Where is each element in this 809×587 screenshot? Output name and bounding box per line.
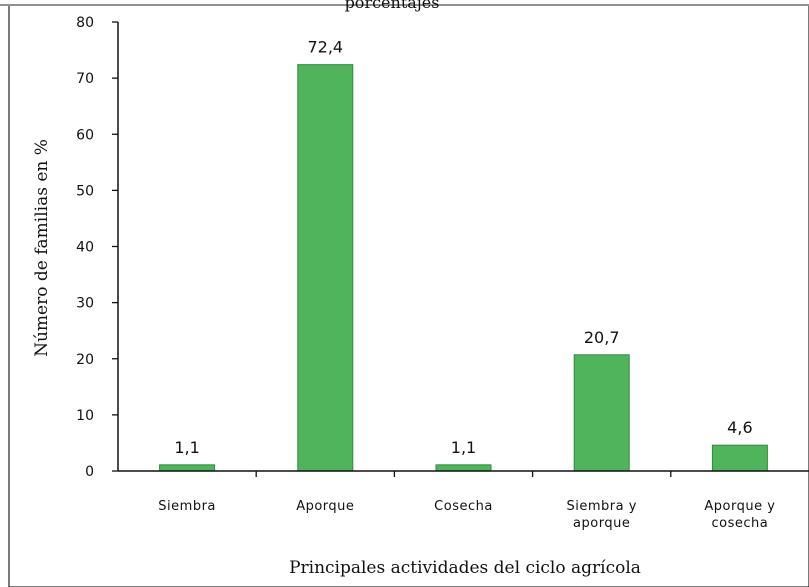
y-tick-label: 40 bbox=[76, 240, 94, 256]
x-tick-label: Aporque bbox=[296, 499, 354, 514]
bar bbox=[297, 64, 354, 472]
y-axis-ticks: 0 10 20 30 40 50 60 70 80 bbox=[76, 15, 118, 480]
x-tick-label: Aporque y bbox=[704, 499, 775, 514]
bars bbox=[159, 64, 768, 472]
data-labels: 1,1 72,4 1,1 20,7 4,6 bbox=[174, 38, 752, 457]
y-tick-label: 0 bbox=[85, 464, 94, 480]
data-label: 20,7 bbox=[584, 328, 620, 347]
y-axis-title: Número de familias en % bbox=[32, 139, 52, 357]
x-tick-label: aporque bbox=[573, 516, 630, 531]
data-label: 72,4 bbox=[307, 38, 343, 57]
y-tick-label: 50 bbox=[76, 183, 94, 199]
bar bbox=[159, 464, 216, 472]
bar bbox=[711, 444, 768, 472]
y-tick-label: 30 bbox=[76, 296, 94, 312]
y-tick-label: 60 bbox=[76, 127, 94, 143]
chart-frame bbox=[8, 2, 809, 587]
y-tick-label: 10 bbox=[76, 408, 94, 424]
x-tick-label: Siembra y bbox=[566, 499, 636, 514]
bar bbox=[573, 354, 630, 472]
y-tick-label: 20 bbox=[76, 352, 94, 368]
data-label: 4,6 bbox=[727, 418, 752, 437]
title-strip bbox=[0, 0, 809, 6]
data-label: 1,1 bbox=[451, 438, 476, 457]
x-tick-label: Cosecha bbox=[434, 499, 493, 514]
x-axis-title: Principales actividades del ciclo agríco… bbox=[289, 558, 641, 578]
data-label: 1,1 bbox=[174, 438, 199, 457]
x-tick-label: cosecha bbox=[712, 516, 769, 531]
x-tick-label: Siembra bbox=[158, 499, 216, 514]
y-tick-label: 70 bbox=[76, 71, 94, 87]
x-axis-categories: Siembra Aporque Cosecha Siembra y aporque Apo… bbox=[158, 471, 775, 531]
bar bbox=[435, 464, 492, 472]
y-tick-label: 80 bbox=[76, 15, 94, 31]
chart-title: porcentajes bbox=[345, 0, 440, 12]
